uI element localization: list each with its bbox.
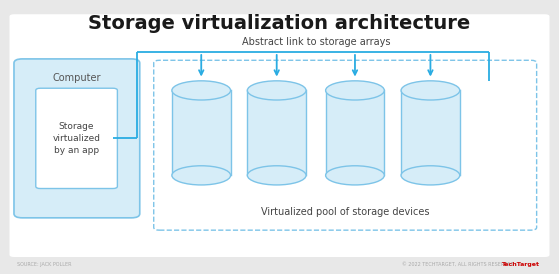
Polygon shape	[401, 90, 459, 175]
Ellipse shape	[401, 166, 460, 185]
Text: Storage virtualization architecture: Storage virtualization architecture	[88, 14, 471, 33]
Polygon shape	[325, 90, 385, 175]
Text: Computer: Computer	[53, 73, 101, 83]
FancyBboxPatch shape	[14, 59, 140, 218]
Text: © 2022 TECHTARGET, ALL RIGHTS RESERVED: © 2022 TECHTARGET, ALL RIGHTS RESERVED	[402, 262, 515, 267]
Ellipse shape	[172, 166, 230, 185]
Ellipse shape	[325, 81, 385, 100]
FancyBboxPatch shape	[10, 14, 549, 257]
Text: Storage
virtualized
by an app: Storage virtualized by an app	[53, 122, 101, 155]
Text: Virtualized pool of storage devices: Virtualized pool of storage devices	[261, 207, 429, 217]
Text: Abstract link to storage arrays: Abstract link to storage arrays	[241, 38, 390, 47]
Polygon shape	[172, 90, 230, 175]
Ellipse shape	[247, 166, 306, 185]
FancyBboxPatch shape	[36, 88, 117, 189]
Polygon shape	[247, 90, 306, 175]
Ellipse shape	[325, 166, 385, 185]
Text: TechTarget: TechTarget	[501, 262, 539, 267]
Text: SOURCE: JACK POLLER: SOURCE: JACK POLLER	[17, 262, 71, 267]
Ellipse shape	[247, 81, 306, 100]
Ellipse shape	[401, 81, 460, 100]
Ellipse shape	[172, 81, 230, 100]
